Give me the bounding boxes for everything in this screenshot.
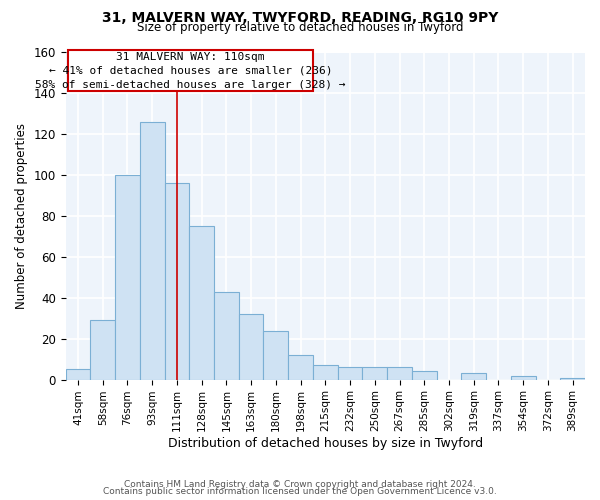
Bar bbox=[288, 355, 313, 380]
Text: 31, MALVERN WAY, TWYFORD, READING, RG10 9PY: 31, MALVERN WAY, TWYFORD, READING, RG10 … bbox=[102, 11, 498, 25]
Bar bbox=[239, 314, 263, 380]
Text: 31 MALVERN WAY: 110sqm
← 41% of detached houses are smaller (236)
58% of semi-de: 31 MALVERN WAY: 110sqm ← 41% of detached… bbox=[35, 52, 346, 90]
Text: Size of property relative to detached houses in Twyford: Size of property relative to detached ho… bbox=[137, 21, 463, 34]
FancyBboxPatch shape bbox=[68, 50, 313, 92]
Y-axis label: Number of detached properties: Number of detached properties bbox=[15, 123, 28, 309]
Bar bbox=[263, 330, 288, 380]
Bar bbox=[338, 368, 362, 380]
Bar bbox=[140, 122, 164, 380]
Bar bbox=[313, 366, 338, 380]
Bar bbox=[65, 370, 91, 380]
Bar bbox=[91, 320, 115, 380]
Bar bbox=[115, 175, 140, 380]
Bar bbox=[461, 374, 486, 380]
Bar bbox=[511, 376, 536, 380]
Text: Contains public sector information licensed under the Open Government Licence v3: Contains public sector information licen… bbox=[103, 487, 497, 496]
Text: Contains HM Land Registry data © Crown copyright and database right 2024.: Contains HM Land Registry data © Crown c… bbox=[124, 480, 476, 489]
Bar bbox=[190, 226, 214, 380]
Bar bbox=[164, 184, 190, 380]
Bar bbox=[387, 368, 412, 380]
Bar bbox=[362, 368, 387, 380]
X-axis label: Distribution of detached houses by size in Twyford: Distribution of detached houses by size … bbox=[168, 437, 483, 450]
Bar bbox=[412, 372, 437, 380]
Bar bbox=[214, 292, 239, 380]
Bar bbox=[560, 378, 585, 380]
